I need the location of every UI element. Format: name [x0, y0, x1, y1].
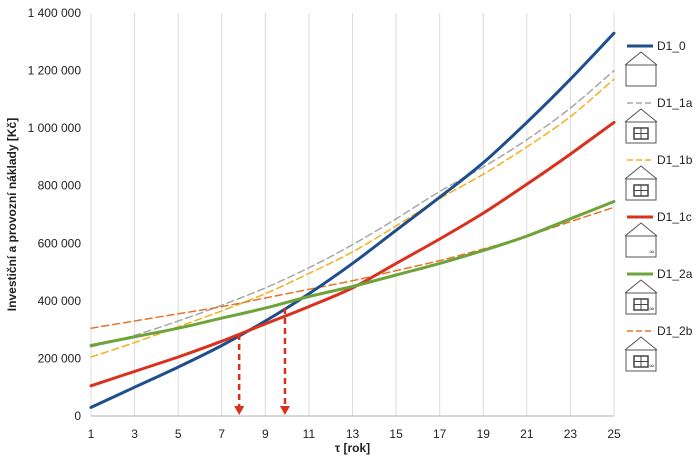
- x-tick-label: 1: [88, 427, 95, 441]
- legend-entry: D1_2a ∞: [624, 267, 693, 315]
- x-tick-label: 11: [303, 427, 316, 441]
- x-tick-label: 15: [389, 427, 403, 441]
- y-tick-label: 200 000: [38, 351, 82, 365]
- x-tick-label: 25: [607, 427, 621, 441]
- house-icon: [624, 51, 658, 87]
- x-tick-label: 19: [477, 427, 491, 441]
- series-line-d1-2a: [89, 200, 616, 347]
- x-axis-title: τ [rok]: [335, 441, 370, 455]
- legend: D1_0 D1_1a D1_1b D1_1c ∞ D1_2a ∞ D1_2b ∞: [624, 39, 693, 372]
- x-tick-label: 9: [262, 427, 269, 441]
- x-tick-label: 13: [346, 427, 360, 441]
- legend-label: D1_1b: [657, 153, 693, 167]
- y-axis-title: Investiční a provozní náklady [Kč]: [5, 118, 19, 311]
- svg-text:∞: ∞: [649, 362, 655, 370]
- y-tick-label: 800 000: [38, 179, 82, 193]
- legend-label: D1_1c: [657, 210, 692, 224]
- x-tick-label: 7: [218, 427, 225, 441]
- arrow-head: [279, 406, 290, 415]
- arrow-head: [234, 406, 245, 415]
- y-tick-label: 1 200 000: [28, 64, 82, 78]
- y-tick-label: 0: [74, 409, 81, 423]
- x-tick-label: 5: [175, 427, 182, 441]
- x-tick-label: 23: [564, 427, 578, 441]
- svg-text:∞: ∞: [649, 305, 655, 313]
- legend-label: D1_2b: [657, 324, 693, 338]
- legend-entry: D1_2b ∞: [624, 324, 693, 372]
- legend-entry: D1_1a: [624, 96, 693, 144]
- svg-text:∞: ∞: [649, 248, 655, 256]
- legend-entry: D1_1c ∞: [624, 210, 692, 258]
- series-line-d1-0: [89, 31, 616, 409]
- y-tick-label: 1 400 000: [28, 6, 82, 20]
- y-tick-label: 1 000 000: [28, 121, 82, 135]
- intersection-markers: [234, 308, 290, 415]
- legend-entry: D1_1b: [624, 153, 693, 201]
- house-icon: ∞: [624, 222, 658, 258]
- house-icon: [624, 108, 658, 144]
- legend-label: D1_0: [657, 39, 686, 53]
- x-tick-label: 3: [131, 427, 138, 441]
- y-axis-ticks: 0 200 000 400 000 600 000 800 000 1 000 000 1 …: [28, 6, 82, 423]
- series-lines: [89, 31, 616, 409]
- legend-label: D1_1a: [657, 96, 693, 110]
- house-icon: ∞: [624, 336, 658, 372]
- legend-label: D1_2a: [657, 267, 693, 281]
- grid: [90, 13, 615, 416]
- y-tick-label: 400 000: [38, 294, 82, 308]
- x-tick-label: 17: [433, 427, 447, 441]
- house-icon: [624, 165, 658, 201]
- x-axis-ticks: 1 3 5 7 9 11 13 15 17 19 21 23 25: [88, 427, 621, 441]
- house-icon: ∞: [624, 279, 658, 315]
- y-tick-label: 600 000: [38, 236, 82, 250]
- x-tick-label: 21: [520, 427, 534, 441]
- legend-entry: D1_0: [624, 39, 686, 87]
- series-line-d1-1a: [90, 69, 615, 348]
